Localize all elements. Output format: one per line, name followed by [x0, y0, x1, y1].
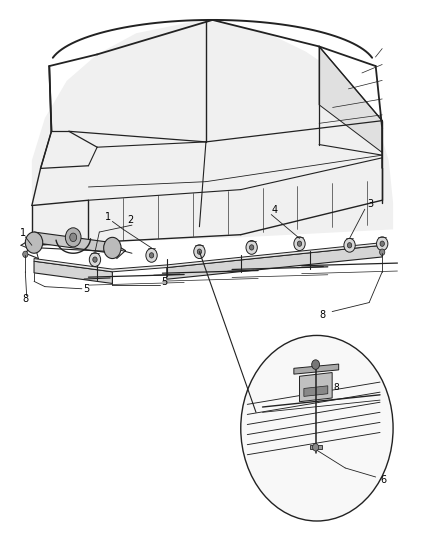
Text: 5: 5 [83, 284, 89, 294]
Polygon shape [319, 46, 382, 152]
Circle shape [65, 228, 81, 247]
Circle shape [344, 238, 355, 252]
Text: 5: 5 [162, 277, 168, 287]
Polygon shape [304, 386, 328, 397]
Text: 6: 6 [381, 475, 387, 484]
Text: 8: 8 [334, 383, 339, 392]
Text: 3: 3 [367, 199, 374, 209]
Circle shape [194, 245, 205, 259]
Circle shape [380, 241, 385, 246]
Circle shape [377, 237, 388, 251]
Polygon shape [34, 261, 113, 284]
Circle shape [312, 360, 320, 369]
Text: 4: 4 [271, 205, 277, 215]
Circle shape [146, 248, 157, 262]
Text: 1: 1 [20, 228, 26, 238]
Polygon shape [300, 373, 332, 402]
Text: 1: 1 [105, 212, 111, 222]
Circle shape [313, 443, 319, 451]
Circle shape [297, 241, 302, 246]
Circle shape [250, 245, 254, 250]
Polygon shape [34, 243, 382, 272]
Polygon shape [34, 232, 113, 253]
Circle shape [23, 251, 28, 257]
Circle shape [347, 243, 352, 248]
Text: 8: 8 [23, 294, 29, 304]
Circle shape [149, 253, 154, 258]
Text: 2: 2 [127, 215, 133, 225]
Circle shape [294, 237, 305, 251]
Circle shape [93, 257, 97, 262]
Circle shape [70, 233, 77, 241]
Circle shape [104, 237, 121, 259]
Polygon shape [310, 445, 322, 449]
Polygon shape [32, 20, 393, 251]
Polygon shape [294, 364, 339, 374]
Circle shape [380, 249, 385, 255]
Text: 8: 8 [319, 310, 325, 320]
Circle shape [197, 249, 201, 254]
Circle shape [89, 253, 101, 266]
Circle shape [241, 335, 393, 521]
Circle shape [25, 232, 43, 253]
Circle shape [246, 240, 257, 254]
Polygon shape [167, 245, 382, 279]
